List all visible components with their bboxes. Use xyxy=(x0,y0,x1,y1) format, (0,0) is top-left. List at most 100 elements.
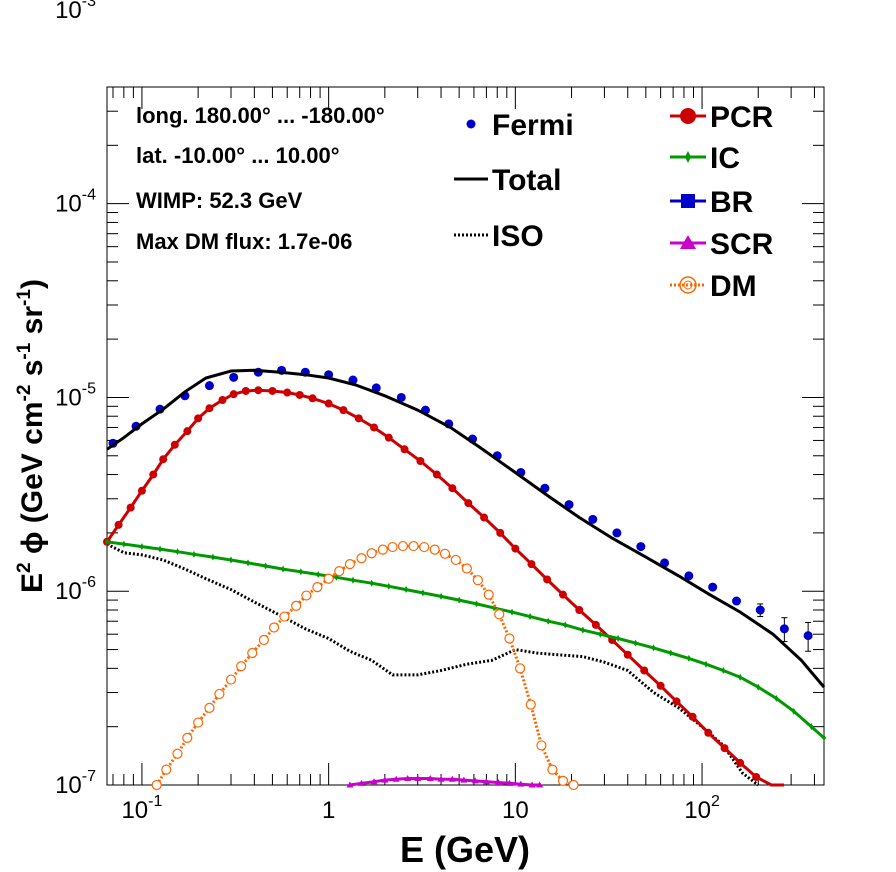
fermi-point xyxy=(684,571,694,581)
pcr-point xyxy=(432,470,441,479)
dm-point xyxy=(312,582,323,593)
dm-point xyxy=(397,540,409,552)
pcr-point xyxy=(229,390,238,399)
legend: Fermi Total ISO PCR IC BR SCR DM xyxy=(454,101,774,303)
ic-point xyxy=(158,545,163,553)
ic-point xyxy=(738,673,743,681)
pcr-point xyxy=(720,744,729,753)
pcr-point xyxy=(137,486,146,495)
dm-point xyxy=(514,663,526,674)
scr-point xyxy=(381,776,389,783)
y-tick-label: 10-7 xyxy=(55,768,96,799)
pcr-point xyxy=(496,528,505,537)
pcr-point xyxy=(308,394,317,403)
pcr-point xyxy=(543,575,552,584)
pcr-point xyxy=(688,712,697,721)
ic-point xyxy=(633,639,638,647)
pcr-point xyxy=(126,503,135,512)
x-tick-label: 10 xyxy=(502,797,529,824)
dm-point xyxy=(204,702,215,713)
dm-point xyxy=(301,590,312,601)
ic-point xyxy=(439,592,444,600)
scr-point xyxy=(482,778,490,785)
dm-point xyxy=(193,717,204,728)
legend-ic-label: IC xyxy=(710,142,740,175)
fermi-point xyxy=(779,624,789,634)
ic-point xyxy=(121,540,126,548)
pcr-point xyxy=(656,681,665,690)
scr-point xyxy=(370,778,378,785)
dm-point xyxy=(494,609,505,620)
scr-point xyxy=(358,779,366,786)
pcr-point xyxy=(283,388,292,397)
dm-point xyxy=(279,611,290,622)
pcr-point xyxy=(527,560,536,569)
dm-point xyxy=(247,647,258,659)
annotation-latitude: lat. -10.00° ... 10.00° xyxy=(136,143,340,168)
dm-point xyxy=(461,563,472,574)
x-tick-label: 10-1 xyxy=(121,793,162,824)
pcr-point xyxy=(575,606,584,615)
scr-point xyxy=(528,781,536,788)
ic-point xyxy=(546,617,551,625)
ic-point xyxy=(210,553,215,561)
pcr-point xyxy=(464,499,473,508)
fermi-point xyxy=(588,514,598,524)
pcr-point xyxy=(736,758,745,767)
annotation-wimp: WIMP: 52.3 GeV xyxy=(136,188,303,213)
legend-scr-label: SCR xyxy=(710,228,774,261)
ic-point xyxy=(105,538,109,546)
scr-point xyxy=(517,780,525,787)
pcr-line xyxy=(105,388,785,787)
dm-point xyxy=(557,775,569,786)
pcr-point xyxy=(324,399,333,408)
series-layer xyxy=(103,365,826,791)
pcr-point xyxy=(170,440,179,449)
dm-point xyxy=(258,634,269,646)
dm-point xyxy=(408,540,419,552)
ic-point xyxy=(263,562,268,570)
ic-point xyxy=(703,660,708,668)
pcr-point xyxy=(370,423,379,432)
legend-ic-marker xyxy=(685,151,691,163)
ic-point xyxy=(580,626,585,634)
dm-point xyxy=(161,764,172,775)
dm-point xyxy=(568,779,579,791)
tick-labels: 10-1 1 10 102 10-7 10-6 10-5 10-4 10-3 xyxy=(55,0,720,824)
fermi-point xyxy=(371,383,381,393)
fermi-point xyxy=(204,381,214,391)
dm-point xyxy=(291,600,302,611)
x-tick-label: 102 xyxy=(684,793,720,824)
pcr-point xyxy=(704,728,713,737)
fermi-point xyxy=(229,372,239,382)
annotation-block: long. 180.00° ... -180.00° lat. -10.00° … xyxy=(136,103,385,254)
legend-scr-marker xyxy=(680,235,696,249)
ic-point xyxy=(510,608,515,616)
y-axis-label: E2 ϕ (GeV cm-2 s-1 sr-1) xyxy=(14,279,49,593)
x-tick-label: 1 xyxy=(322,797,335,824)
scr-point xyxy=(471,777,479,784)
ic-point xyxy=(246,559,251,567)
ic-point xyxy=(474,600,479,608)
ic-point xyxy=(528,613,533,621)
legend-pcr-marker xyxy=(680,108,696,124)
pcr-point xyxy=(511,544,520,553)
dm-point xyxy=(377,544,388,555)
dm-point xyxy=(504,633,515,644)
pcr-point xyxy=(114,520,123,529)
ic-point xyxy=(616,635,621,643)
y-tick-label: 10-6 xyxy=(55,574,96,605)
dm-point xyxy=(450,554,461,566)
pcr-point xyxy=(752,772,761,781)
pcr-point xyxy=(640,666,649,675)
ic-point xyxy=(457,596,462,604)
dm-point xyxy=(334,566,345,577)
ic-point xyxy=(191,550,196,558)
ic-point xyxy=(598,630,603,638)
ic-point xyxy=(651,644,656,652)
x-axis-label: E (GeV) xyxy=(400,829,530,870)
dm-point xyxy=(236,661,247,672)
ic-point xyxy=(686,654,691,662)
scr-point xyxy=(404,775,412,782)
fermi-point xyxy=(755,605,765,615)
